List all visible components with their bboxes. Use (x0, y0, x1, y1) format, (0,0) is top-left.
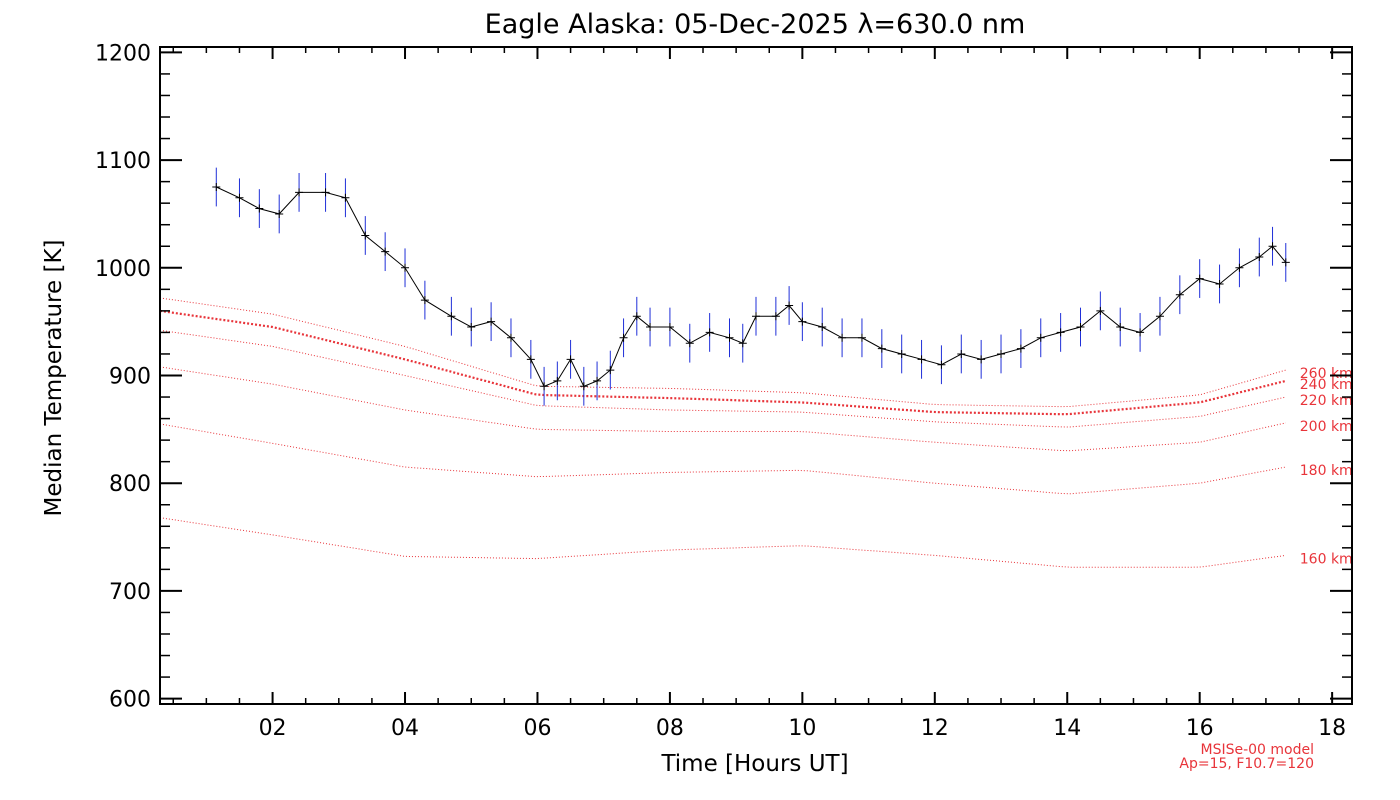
x-tick-label: 06 (523, 716, 551, 741)
data-point (1155, 312, 1164, 321)
data-point (321, 188, 330, 197)
data-point (997, 349, 1006, 358)
model-curve-160-km (159, 517, 1286, 568)
data-point (1195, 274, 1204, 283)
data-point (685, 339, 694, 348)
data-point (579, 382, 588, 391)
data-point (705, 328, 714, 337)
x-tick-label: 10 (788, 716, 816, 741)
data-point (1016, 344, 1025, 353)
measured-line (216, 186, 1287, 387)
data-point (1036, 333, 1045, 342)
data-point (526, 355, 535, 364)
y-tick-label: 1100 (95, 149, 151, 174)
y-tick-label: 600 (109, 688, 151, 713)
y-tick-label: 1000 (95, 257, 151, 282)
y-tick-label: 700 (109, 580, 151, 605)
data-point (467, 323, 476, 332)
data-point (381, 247, 390, 256)
model-curve-260-km (159, 297, 1286, 408)
data-point (771, 312, 780, 321)
model-label-220-km: 220 km (1300, 393, 1353, 409)
data-point (632, 312, 641, 321)
data-point (341, 193, 350, 202)
x-axis-title: Time [Hours UT] (660, 751, 848, 777)
data-point (785, 301, 794, 310)
x-tick-label: 16 (1186, 716, 1214, 741)
data-point (295, 188, 304, 197)
x-tick-label: 12 (921, 716, 949, 741)
data-point (917, 355, 926, 364)
plot-frame (159, 46, 1353, 705)
data-point (818, 323, 827, 332)
model-label-260-km: 260 km (1300, 366, 1353, 382)
data-point (752, 312, 760, 321)
data-point (506, 333, 515, 342)
data-point (420, 296, 429, 305)
data-point (798, 317, 807, 326)
data-point (212, 183, 221, 192)
data-point (1215, 279, 1224, 288)
model-label-240-km: 240 km (1300, 377, 1353, 393)
model-curve-200-km (159, 366, 1286, 452)
data-point (957, 349, 966, 358)
data-point (275, 209, 284, 218)
data-point (1136, 328, 1145, 337)
data-point (606, 366, 615, 375)
data-point (235, 193, 244, 202)
model-label-180-km: 180 km (1300, 463, 1353, 479)
data-point (1096, 306, 1105, 315)
data-point (646, 323, 655, 332)
x-tick-label: 14 (1053, 716, 1081, 741)
data-point (593, 376, 602, 385)
data-point (725, 333, 734, 342)
data-point (738, 339, 747, 348)
model-label-200-km: 200 km (1300, 419, 1353, 435)
data-point (1116, 323, 1125, 332)
y-axis-title: Median Temperature [K] (41, 240, 67, 517)
x-tick-label: 18 (1318, 716, 1346, 741)
data-point (1175, 290, 1184, 299)
data-point (553, 376, 562, 385)
data-point (897, 349, 906, 358)
data-point (619, 333, 628, 342)
data-point (566, 355, 575, 364)
axes: 02 04 06 08 10 12 14 16 18 600 700 800 900 1000 1100 12… (95, 41, 1353, 741)
data-point (1076, 323, 1085, 332)
x-tick-label: 08 (656, 716, 684, 741)
data-point (401, 263, 410, 272)
data-point (487, 317, 496, 326)
model-note-line-2: Ap=15, F10.7=120 (1179, 756, 1314, 772)
chart-title: Eagle Alaska: 05-Dec-2025 λ=630.0 nm (485, 9, 1026, 40)
data-point (255, 204, 264, 213)
data-point (857, 333, 866, 342)
data-point (540, 382, 549, 391)
x-tick-label: 04 (391, 716, 419, 741)
y-tick-label: 800 (109, 472, 151, 497)
model-curve-240-km (159, 309, 1287, 416)
data-point (838, 333, 847, 342)
data-point (977, 355, 986, 364)
data-point (665, 323, 674, 332)
model-curve-180-km (159, 423, 1286, 495)
data-point (1281, 258, 1290, 267)
model-curve-220-km (159, 329, 1286, 428)
data-point (1235, 263, 1244, 272)
data-point (361, 231, 370, 240)
measured-series (212, 167, 1290, 406)
y-tick-label: 900 (109, 365, 151, 390)
data-point (447, 312, 456, 321)
model-note-line-1: MSISe-00 model (1200, 742, 1314, 758)
data-point (1255, 253, 1264, 262)
data-point (1268, 242, 1277, 251)
model-label-160-km: 160 km (1300, 551, 1353, 567)
y-tick-label: 1200 (95, 41, 151, 66)
data-point (1056, 328, 1065, 337)
x-tick-label: 02 (259, 716, 287, 741)
data-point (937, 360, 946, 369)
data-point (877, 344, 886, 353)
